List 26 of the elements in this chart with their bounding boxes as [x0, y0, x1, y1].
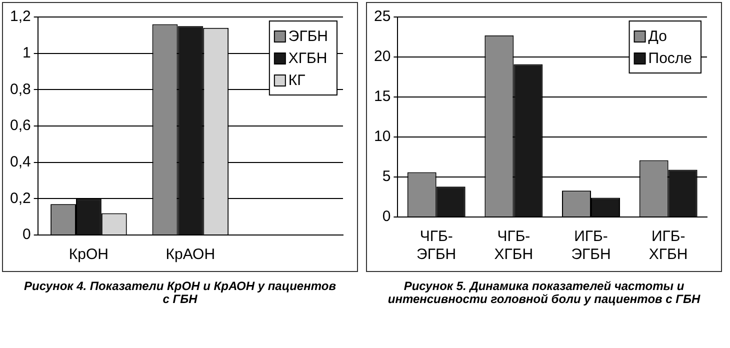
x-tick-label: ИГБ-ЭГБН: [571, 228, 611, 264]
y-tick-label: 20: [374, 48, 391, 66]
x-tick-label: ЧГБ-ЭГБН: [416, 228, 456, 264]
y-tick-label: 10: [374, 128, 391, 146]
legend-label: После: [648, 50, 692, 68]
y-tick-label: 0,4: [10, 153, 31, 170]
text: Рисунок 5. Динамика показателей частоты и интенсивности головной боли у пациентов с ГБН: [386, 279, 702, 306]
y-tick-label: 1,2: [10, 8, 31, 26]
y-tick-label: 5: [382, 168, 391, 186]
y-tick-label: 0,8: [10, 80, 31, 98]
y-tick-label: 0: [382, 208, 391, 226]
y-tick-label: 0: [22, 226, 31, 244]
x-tick-label: ИГБ-ХГБН: [648, 228, 688, 264]
y-tick-label: 1: [22, 44, 31, 62]
x-tick-label: КрАОН: [166, 246, 216, 264]
y-tick-label: 0,2: [10, 190, 31, 207]
y-tick-label: 0,6: [10, 117, 31, 134]
legend-label: КГ: [288, 72, 306, 90]
y-tick-label: 25: [374, 8, 391, 26]
y-tick-label: 15: [374, 88, 391, 106]
legend-label: ХГБН: [288, 50, 328, 68]
legend-label: ЭГБН: [288, 28, 328, 46]
text: Рисунок 4. Показатели КрОН и КрАОН у пациентов с ГБН: [23, 279, 337, 306]
legend-label: До: [648, 28, 667, 46]
x-tick-label: КрОН: [68, 246, 109, 264]
x-tick-label: ЧГБ-ХГБН: [494, 228, 534, 264]
